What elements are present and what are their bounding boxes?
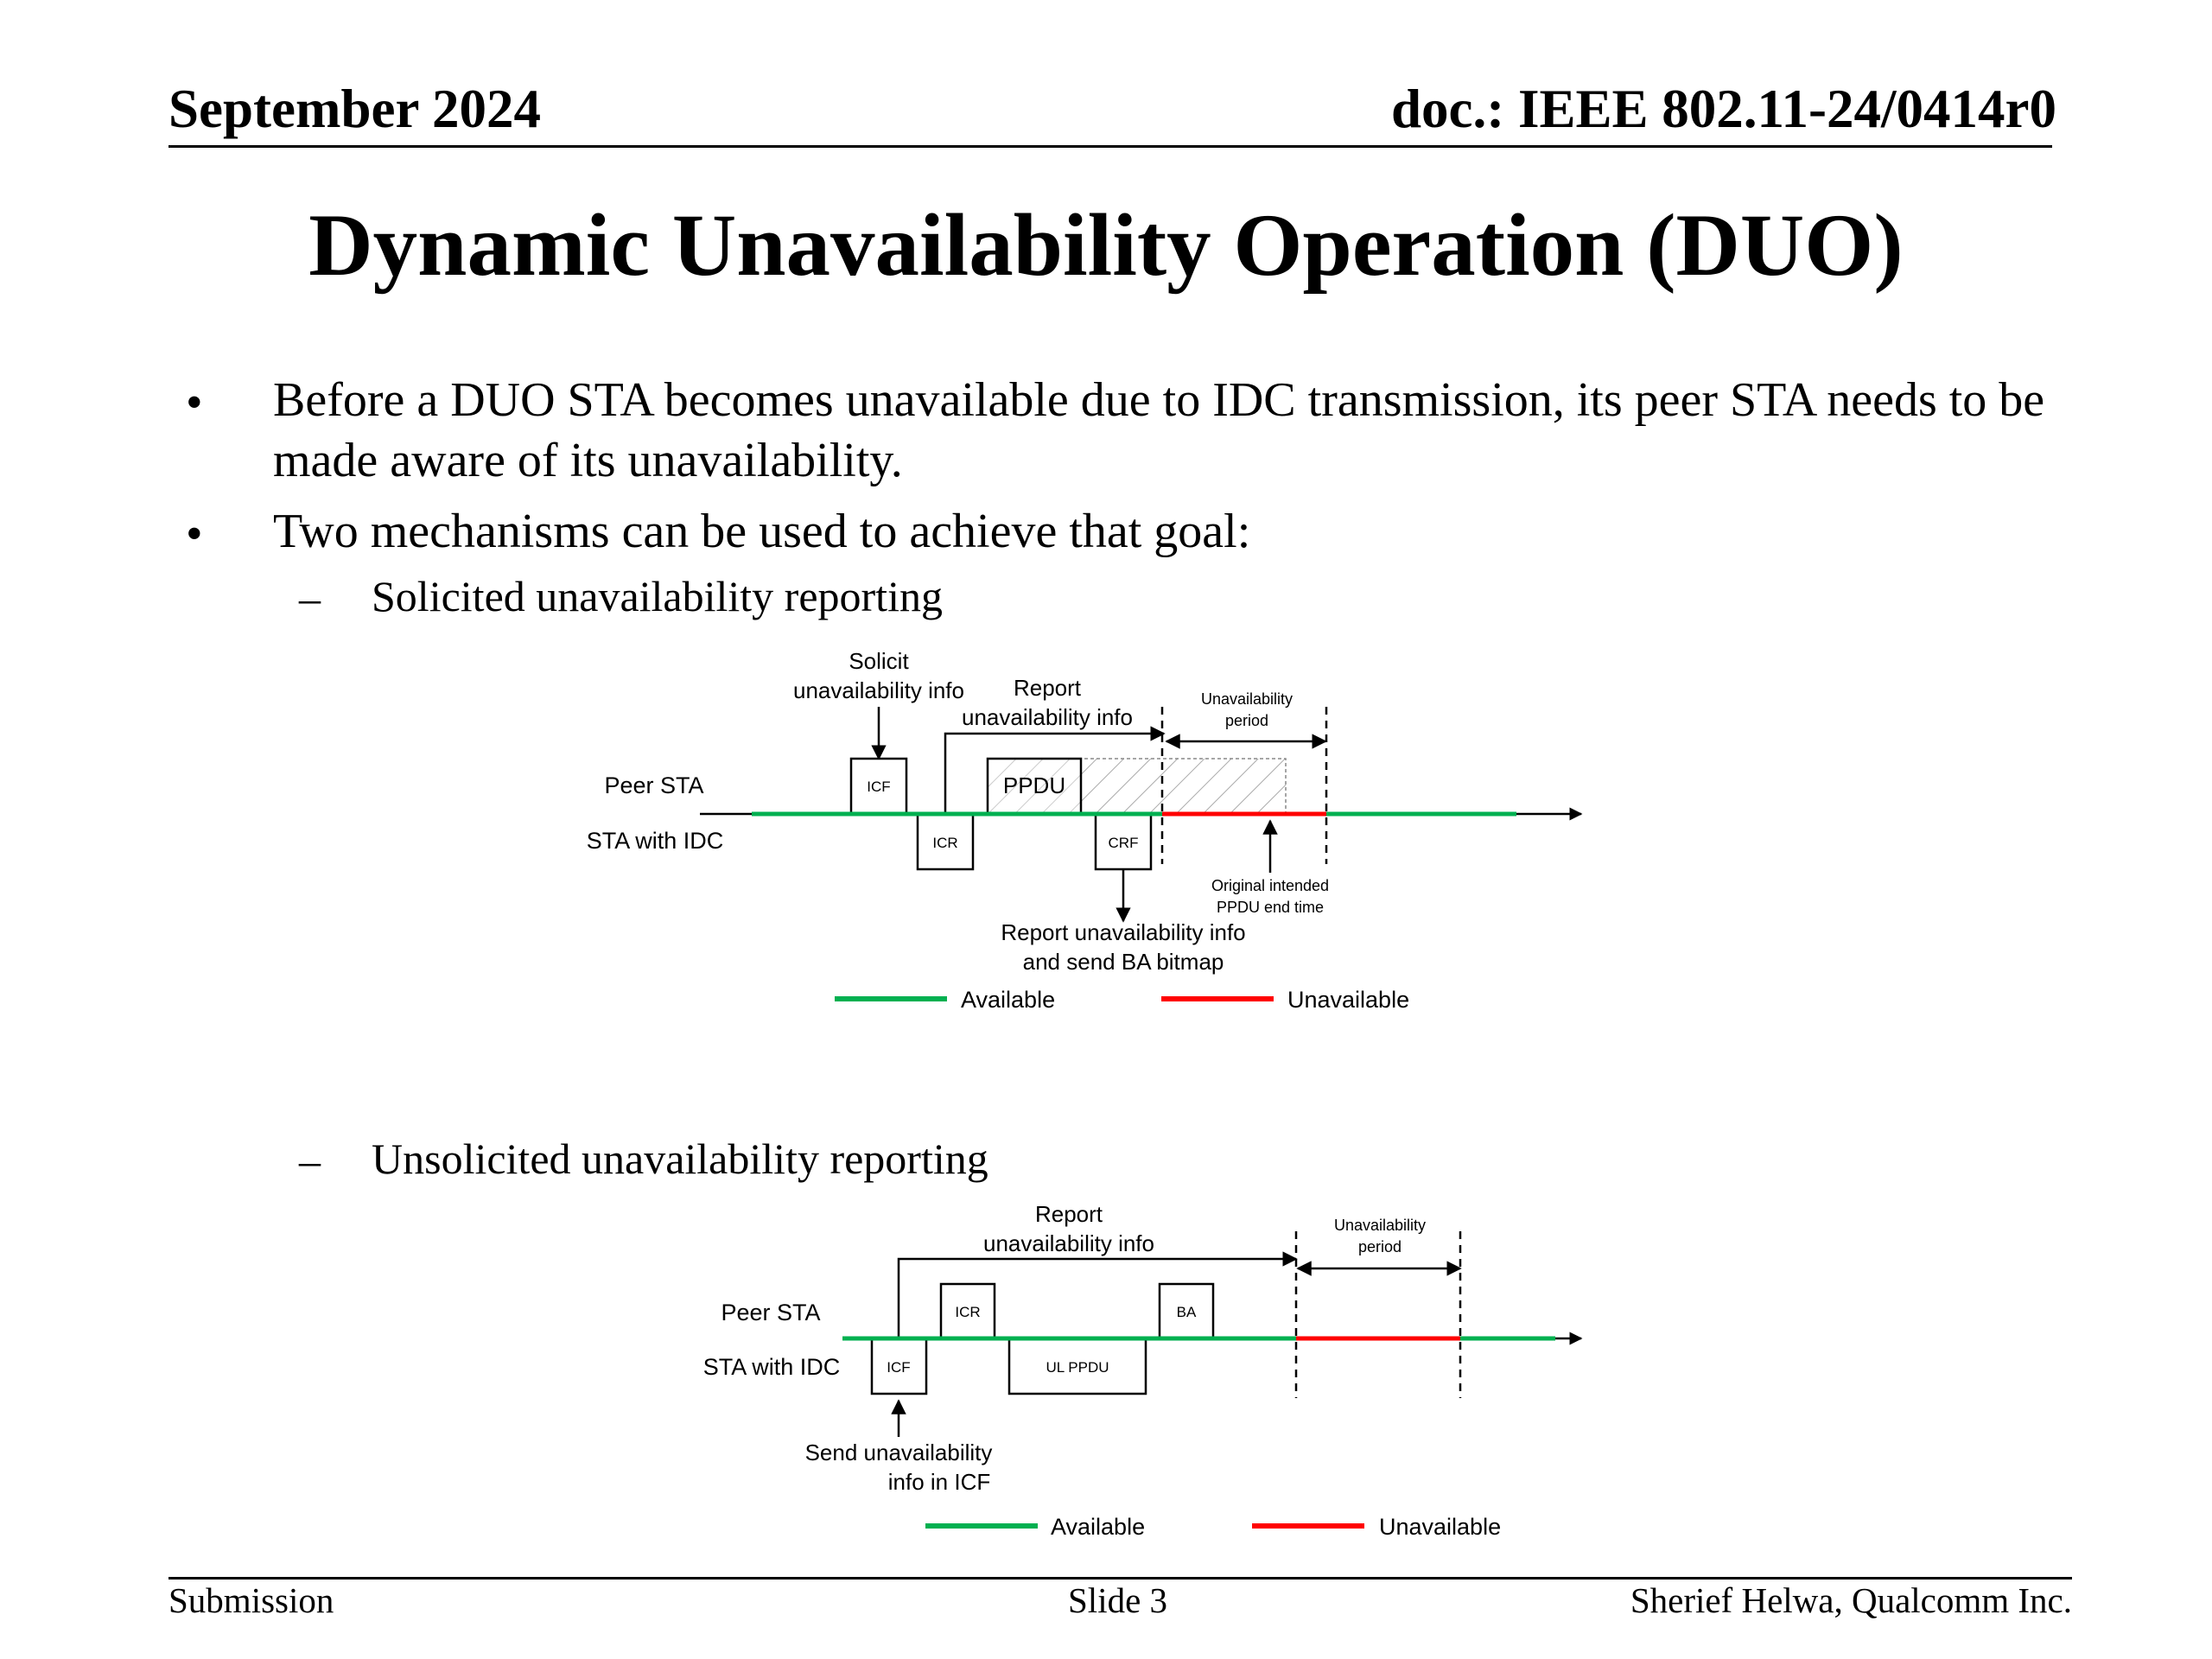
ul-ppdu-frame [1007, 1337, 1147, 1395]
header-rule [168, 145, 2052, 148]
solicit-label-line2: unavailability info [793, 677, 964, 703]
sub-bullet-unsolicited: Unsolicited unavailability reporting [372, 1135, 988, 1183]
legend-available-label: Available [1051, 1514, 1145, 1540]
icr-frame [916, 812, 975, 871]
crf-note-line1: Report unavailability info [1001, 919, 1245, 945]
solicit-label-line1: Solicit [849, 648, 909, 674]
header-date: September 2024 [168, 79, 542, 139]
icf-label: ICF [867, 779, 890, 795]
legend-available-label: Available [961, 987, 1055, 1013]
crf-label: CRF [1109, 835, 1139, 851]
period-label-line2: period [1225, 712, 1268, 729]
sub-bullet-solicited: Solicited unavailability reporting [372, 572, 943, 620]
report-arrow [944, 726, 1166, 814]
sta-idc-label: STA with IDC [587, 828, 724, 854]
send-info-line1: Send unavailability [805, 1440, 993, 1465]
orig-end-line2: PPDU end time [1217, 899, 1324, 916]
slide-title: Dynamic Unavailability Operation (DUO) [308, 196, 1904, 295]
sub-bullet-marker: – [299, 1136, 321, 1185]
ppdu-label: PPDU [1003, 772, 1065, 798]
footer-submission: Submission [168, 1580, 334, 1620]
ba-frame [1158, 1282, 1215, 1340]
icr-frame [939, 1282, 996, 1340]
peer-sta-label: Peer STA [721, 1300, 820, 1325]
icr-label: ICR [932, 835, 957, 851]
ba-label: BA [1177, 1304, 1197, 1320]
icr-label: ICR [955, 1304, 980, 1320]
bullet-marker: • [186, 507, 203, 561]
report-label-line2: unavailability info [962, 704, 1133, 730]
crf-note-line2: and send BA bitmap [1023, 949, 1224, 975]
legend-unavailable-label: Unavailable [1287, 987, 1409, 1013]
period-label-line1: Unavailability [1201, 690, 1293, 708]
period-label-line2: period [1358, 1238, 1402, 1255]
legend-unavailable-label: Unavailable [1379, 1514, 1501, 1540]
report-label-line1: Report [1014, 675, 1082, 701]
sub-bullet-marker: – [299, 574, 321, 622]
footer-rule [168, 1577, 2072, 1580]
report-label-line1: Report [1035, 1201, 1103, 1227]
header-doc-id: doc.: IEEE 802.11-24/0414r0 [1390, 79, 2056, 139]
crf-frame [1094, 812, 1153, 871]
bullet-marker: • [186, 376, 203, 429]
report-label-line2: unavailability info [983, 1230, 1154, 1256]
icf-frame [849, 757, 908, 816]
bullet-text-1: Before a DUO STA becomes unavailable due… [273, 373, 2045, 487]
ul-ppdu-label: UL PPDU [1046, 1359, 1109, 1376]
peer-sta-label: Peer STA [604, 772, 703, 798]
send-info-line2: info in ICF [888, 1469, 991, 1495]
period-label-line1: Unavailability [1334, 1217, 1426, 1234]
ppdu-original-extent [987, 758, 1287, 815]
report-arrow [897, 1251, 1298, 1338]
sta-idc-label: STA with IDC [703, 1354, 841, 1380]
footer-author: Sherief Helwa, Qualcomm Inc. [1630, 1580, 2072, 1620]
orig-end-line1: Original intended [1211, 877, 1329, 894]
icf-label: ICF [887, 1359, 910, 1376]
bullet-text-2: Two mechanisms can be used to achieve th… [273, 505, 1251, 558]
footer-slide-number: Slide 3 [1068, 1580, 1168, 1620]
